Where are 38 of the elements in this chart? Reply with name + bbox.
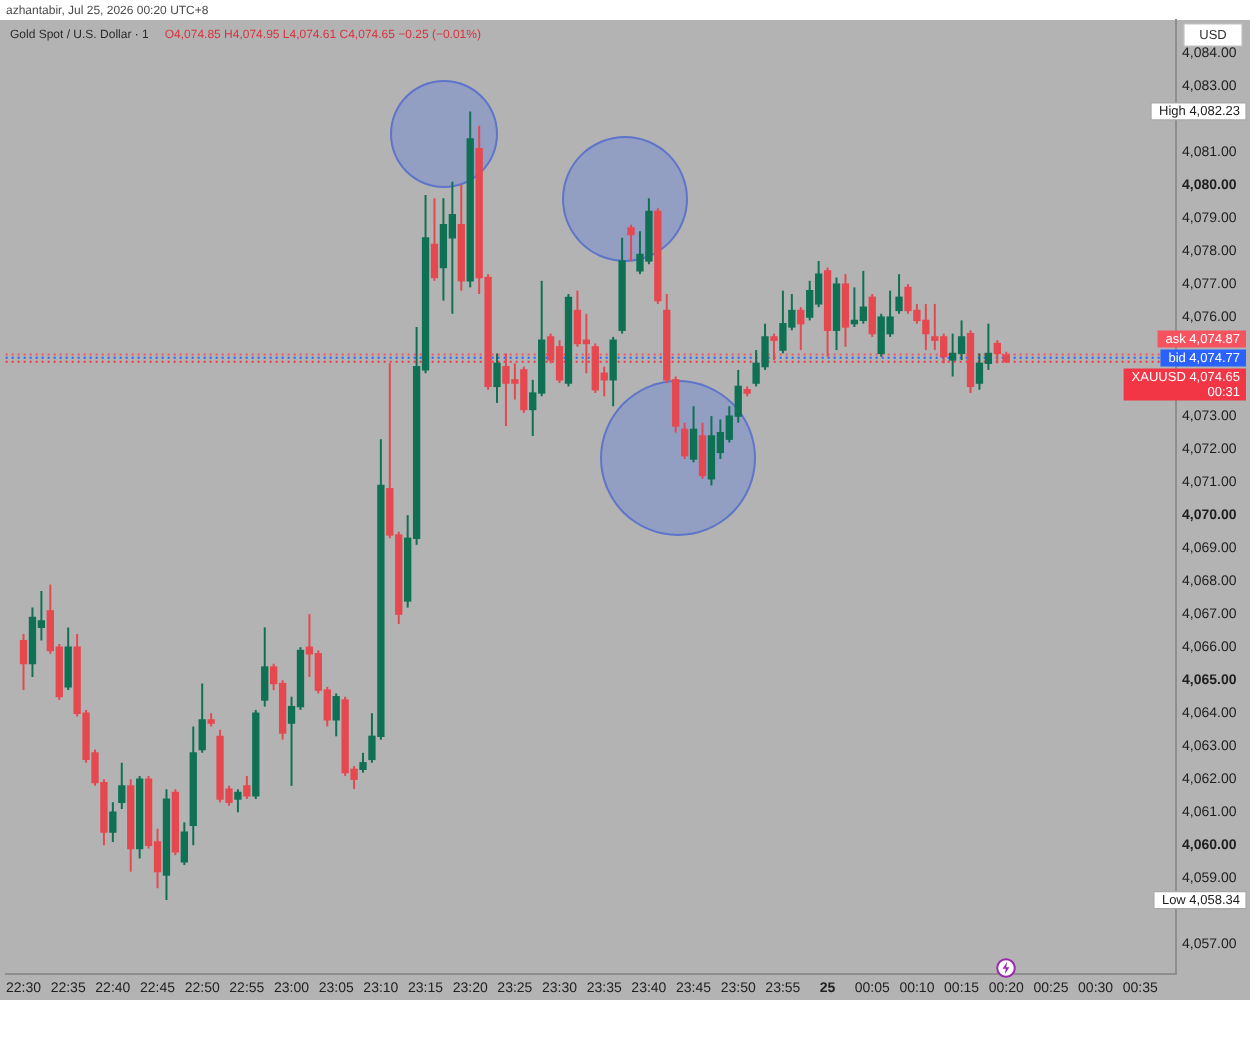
- candlestick: [234, 788, 242, 814]
- candlestick: [975, 352, 984, 391]
- candlestick: [931, 302, 939, 352]
- candlestick: [779, 289, 787, 355]
- candlestick: [555, 339, 564, 385]
- candlestick: [627, 223, 635, 262]
- candlestick: [948, 332, 957, 378]
- candlestick: [993, 339, 1001, 365]
- candlestick: [957, 319, 966, 362]
- candlestick: [28, 606, 37, 678]
- candlestick: [493, 352, 501, 404]
- candlestick: [332, 692, 340, 738]
- candlestick: [573, 289, 582, 348]
- candlestick: [261, 626, 269, 708]
- candlestick: [841, 273, 850, 348]
- candlestick: [707, 415, 716, 487]
- candlestick: [439, 197, 448, 302]
- candlestick: [859, 269, 867, 325]
- candlestick: [359, 751, 367, 774]
- candlestick: [868, 292, 876, 338]
- candlestick: [698, 421, 707, 480]
- candlestick: [689, 405, 698, 464]
- candlestick: [448, 180, 457, 315]
- candlestick: [895, 273, 903, 315]
- candlestick: [19, 632, 28, 692]
- candlestick: [609, 335, 617, 408]
- candlestick: [64, 626, 72, 692]
- candlestick: [118, 761, 126, 810]
- candlestick: [180, 821, 188, 867]
- candlestick: [430, 197, 439, 282]
- candlestick: [832, 276, 841, 352]
- candlestick: [680, 421, 689, 461]
- candlestick: [806, 279, 814, 322]
- candlestick: [109, 801, 117, 843]
- candlestick: [770, 332, 778, 362]
- candlestick: [198, 682, 206, 754]
- candlestick: [243, 774, 251, 801]
- candlestick: [797, 306, 805, 352]
